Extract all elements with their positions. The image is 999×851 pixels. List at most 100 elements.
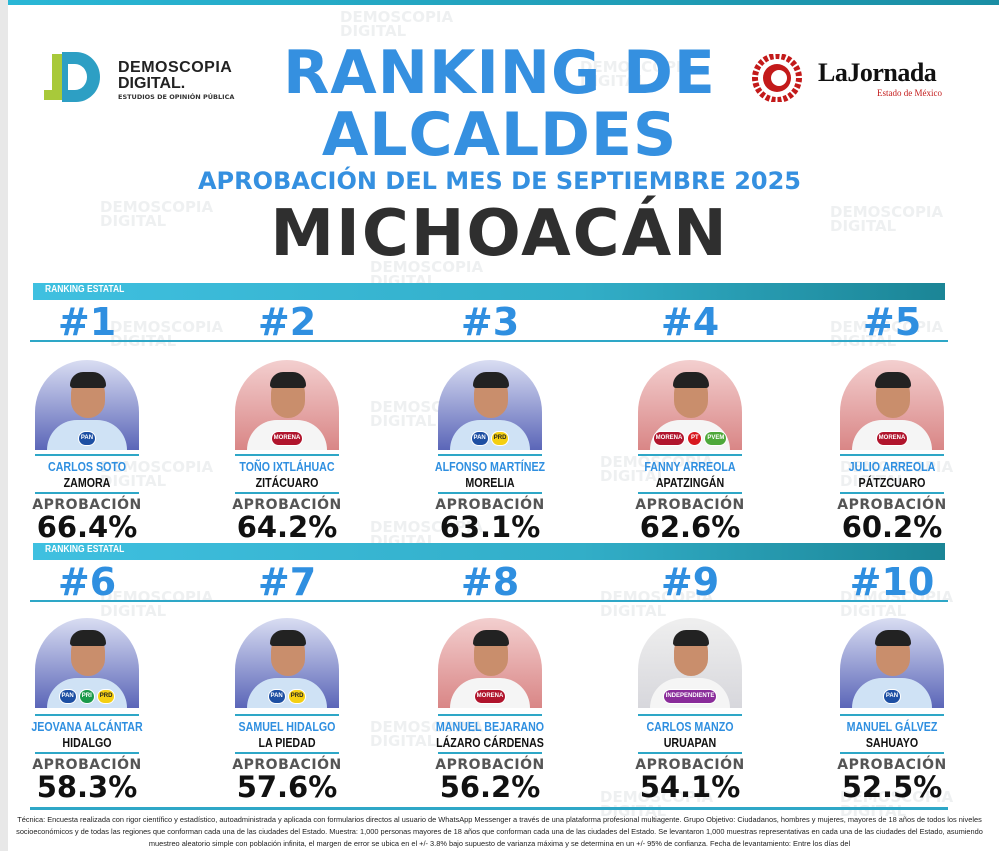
logo-text-2: DIGITAL. bbox=[118, 75, 186, 92]
name-divider bbox=[35, 714, 139, 716]
rank-number: #2 bbox=[257, 300, 317, 344]
mayor-name: JEOVANA ALCÁNTAR bbox=[31, 719, 143, 734]
mayor-name: MANUEL BEJARANO bbox=[435, 719, 545, 734]
approval-value: 64.2% bbox=[236, 510, 338, 544]
mayor-photo: INDEPENDIENTE bbox=[638, 618, 742, 708]
mayor-photo: PAN PRI PRD bbox=[35, 618, 139, 708]
party-prd-icon: PRD bbox=[96, 689, 116, 704]
party-pan-icon: PAN bbox=[58, 689, 77, 704]
mayor-city: LA PIEDAD bbox=[258, 735, 316, 750]
rank-number: #6 bbox=[57, 560, 117, 604]
approval-value: 56.2% bbox=[439, 770, 541, 804]
subtitle: APROBACIÓN DEL MES DE SEPTIEMBRE 2025 bbox=[197, 167, 802, 195]
approval-label: APROBACIÓN bbox=[32, 757, 142, 773]
party-prd-icon: PRD bbox=[490, 431, 510, 446]
watermark: DEMOSCOPIA DIGITAL bbox=[580, 58, 694, 90]
rank-divider-2 bbox=[30, 600, 948, 602]
city-divider bbox=[638, 492, 742, 494]
name-divider bbox=[35, 454, 139, 456]
party-pt-icon: PT bbox=[687, 431, 703, 446]
mayor-name: CARLOS SOTO bbox=[47, 459, 126, 474]
state-title: MICHOACÁN bbox=[270, 197, 729, 271]
party-prd-icon: PRD bbox=[287, 689, 307, 704]
rank-number: #8 bbox=[460, 560, 520, 604]
party-pan-icon: PAN bbox=[882, 689, 902, 704]
mayor-name: TOÑO IXTLÁHUAC bbox=[239, 459, 335, 474]
mayor-name: FANNY ARREOLA bbox=[644, 459, 736, 474]
rank-number: #9 bbox=[660, 560, 720, 604]
mayor-photo: PAN PRD bbox=[438, 360, 542, 450]
party-pan-icon: PAN bbox=[77, 431, 97, 446]
mayor-name: SAMUEL HIDALGO bbox=[238, 719, 336, 734]
name-divider bbox=[235, 454, 339, 456]
section-label: RANKING ESTATAL bbox=[45, 544, 125, 555]
section-label: RANKING ESTATAL bbox=[45, 284, 125, 295]
mayor-name: JULIO ARREOLA bbox=[848, 459, 936, 474]
mayor-city: APATZINGÁN bbox=[655, 475, 725, 490]
name-divider bbox=[438, 454, 542, 456]
party-pvem-icon: PVEM bbox=[704, 431, 728, 446]
approval-value: 66.4% bbox=[36, 510, 138, 544]
watermark: DEMOSCOPIA DIGITAL bbox=[830, 318, 944, 350]
demoscopia-logo: DEMOSCOPIA DIGITAL. ESTUDIOS DE OPINIÓN … bbox=[44, 50, 244, 106]
city-divider bbox=[638, 752, 742, 754]
demoscopia-d-icon bbox=[44, 52, 100, 102]
approval-label: APROBACIÓN bbox=[32, 497, 142, 513]
party-independiente-icon: INDEPENDIENTE bbox=[662, 689, 718, 704]
city-divider bbox=[438, 752, 542, 754]
mayor-city: PÁTZCUARO bbox=[858, 475, 926, 490]
mayor-photo: MORENA PT PVEM bbox=[638, 360, 742, 450]
la-jornada-logo: LaJornada Estado de México bbox=[752, 52, 952, 102]
party-logos: INDEPENDIENTE bbox=[638, 689, 742, 704]
rank-number: #3 bbox=[460, 300, 520, 344]
approval-value: 60.2% bbox=[841, 510, 943, 544]
mayor-city: URUAPAN bbox=[663, 735, 717, 750]
rank-number: #1 bbox=[57, 300, 117, 344]
logo-text-3: ESTUDIOS DE OPINIÓN PÚBLICA bbox=[118, 93, 235, 101]
party-logos: PAN bbox=[35, 431, 139, 446]
watermark: DEMOSCOPIA DIGITAL bbox=[100, 198, 214, 230]
ranking-bar-2: RANKING ESTATAL bbox=[33, 543, 945, 560]
rank-number: #5 bbox=[862, 300, 922, 344]
mayor-photo: PAN PRD bbox=[235, 618, 339, 708]
mayor-photo: PAN bbox=[840, 618, 944, 708]
watermark: DEMOSCOPIA DIGITAL bbox=[340, 8, 454, 40]
approval-value: 62.6% bbox=[639, 510, 741, 544]
party-logos: MORENA bbox=[840, 431, 944, 446]
mayor-photo: MORENA bbox=[235, 360, 339, 450]
sun-icon bbox=[752, 54, 802, 102]
logo-text-1: DEMOSCOPIA bbox=[118, 59, 233, 76]
city-divider bbox=[235, 492, 339, 494]
city-divider bbox=[840, 492, 944, 494]
city-divider bbox=[235, 752, 339, 754]
party-morena-icon: MORENA bbox=[875, 431, 909, 446]
approval-label: APROBACIÓN bbox=[635, 497, 745, 513]
mayor-name: CARLOS MANZO bbox=[646, 719, 734, 734]
approval-label: APROBACIÓN bbox=[232, 497, 342, 513]
party-logos: MORENA PT PVEM bbox=[638, 431, 742, 446]
party-logos: MORENA bbox=[235, 431, 339, 446]
party-pan-icon: PAN bbox=[267, 689, 286, 704]
top-accent-bar bbox=[8, 0, 999, 5]
left-edge bbox=[0, 0, 8, 851]
ranking-bar-1: RANKING ESTATAL bbox=[33, 283, 945, 300]
approval-value: 58.3% bbox=[36, 770, 138, 804]
approval-value: 57.6% bbox=[236, 770, 338, 804]
name-divider bbox=[840, 714, 944, 716]
name-divider bbox=[840, 454, 944, 456]
name-divider bbox=[638, 454, 742, 456]
city-divider bbox=[35, 752, 139, 754]
mayor-photo: MORENA bbox=[438, 618, 542, 708]
mayor-name: MANUEL GÁLVEZ bbox=[846, 719, 938, 734]
mayor-photo: PAN bbox=[35, 360, 139, 450]
rank-number: #4 bbox=[660, 300, 720, 344]
watermark: DEMOSCOPIA DIGITAL bbox=[370, 718, 484, 750]
mayor-city: ZITÁCUARO bbox=[255, 475, 319, 490]
city-divider bbox=[840, 752, 944, 754]
party-pan-icon: PAN bbox=[470, 431, 489, 446]
watermark: DEMOSCOPIA DIGITAL bbox=[600, 453, 714, 485]
approval-value: 63.1% bbox=[439, 510, 541, 544]
party-logos: PAN PRI PRD bbox=[35, 689, 139, 704]
party-morena-icon: MORENA bbox=[473, 689, 507, 704]
name-divider bbox=[638, 714, 742, 716]
